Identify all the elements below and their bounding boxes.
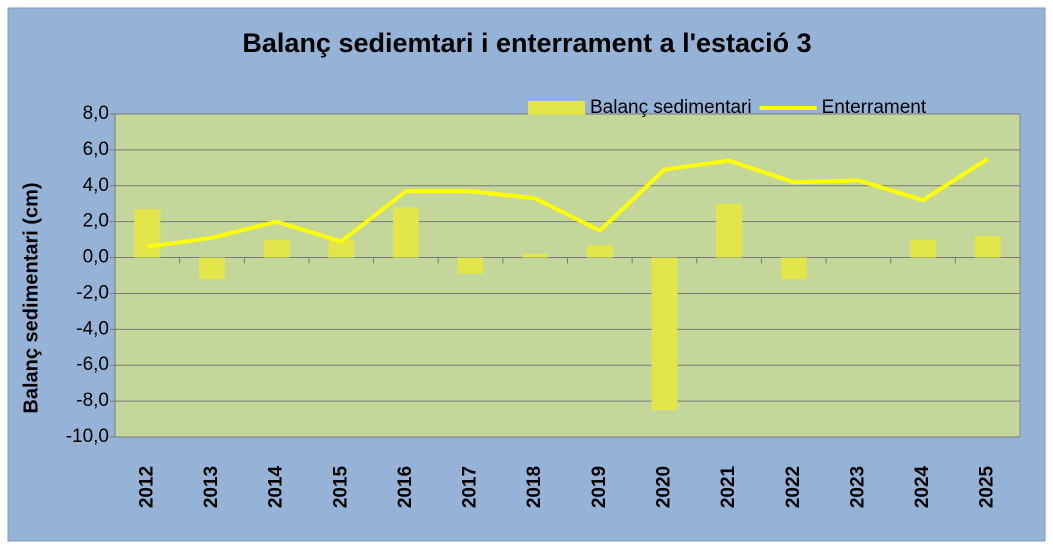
x-tick-label: 2012 [136, 466, 157, 508]
legend-label: Balanç sedimentari [590, 97, 752, 118]
y-tick-label: -10,0 [66, 426, 109, 447]
legend-swatch [528, 101, 585, 115]
bar [457, 257, 484, 274]
y-axis-label: Balanç sedimentari (cm) [20, 182, 42, 413]
x-tick-label: 2021 [718, 465, 739, 508]
bar [522, 253, 549, 258]
x-tick-label: 2017 [460, 466, 481, 508]
x-tick-label: 2022 [783, 466, 804, 508]
y-tick-label: 6,0 [83, 139, 109, 160]
bar [134, 209, 161, 258]
x-tick-label: 2013 [201, 466, 222, 508]
x-tick-label: 2025 [977, 465, 998, 508]
bar [328, 239, 355, 258]
x-tick-label: 2014 [266, 465, 287, 508]
y-tick-label: -8,0 [76, 390, 109, 411]
bar [974, 236, 1001, 258]
bar [199, 257, 225, 280]
bar [651, 257, 678, 411]
x-tick-label: 2020 [653, 466, 674, 508]
bar [910, 239, 936, 258]
y-tick-label: 0,0 [83, 247, 109, 268]
y-tick-label: -6,0 [76, 354, 109, 375]
y-tick-label: 2,0 [83, 211, 109, 232]
legend-label: Enterrament [822, 97, 927, 118]
plot-area [114, 113, 1021, 438]
y-tick-label: -4,0 [76, 318, 109, 339]
chart-title: Balanç sediemtari i enterrament a l'esta… [242, 28, 811, 58]
x-tick-label: 2015 [330, 465, 351, 508]
x-tick-label: 2023 [847, 466, 868, 508]
y-tick-label: 4,0 [83, 175, 109, 196]
bar [716, 203, 743, 258]
y-tick-label: -2,0 [76, 282, 109, 303]
bar [780, 257, 807, 280]
x-tick-label: 2024 [912, 465, 933, 508]
x-tick-label: 2016 [395, 466, 416, 508]
x-tick-label: 2018 [524, 466, 545, 508]
bar [586, 244, 613, 258]
y-tick-label: 8,0 [83, 103, 109, 124]
bar [392, 207, 419, 258]
bar [263, 239, 290, 258]
x-tick-label: 2019 [589, 466, 610, 508]
line [147, 157, 989, 249]
